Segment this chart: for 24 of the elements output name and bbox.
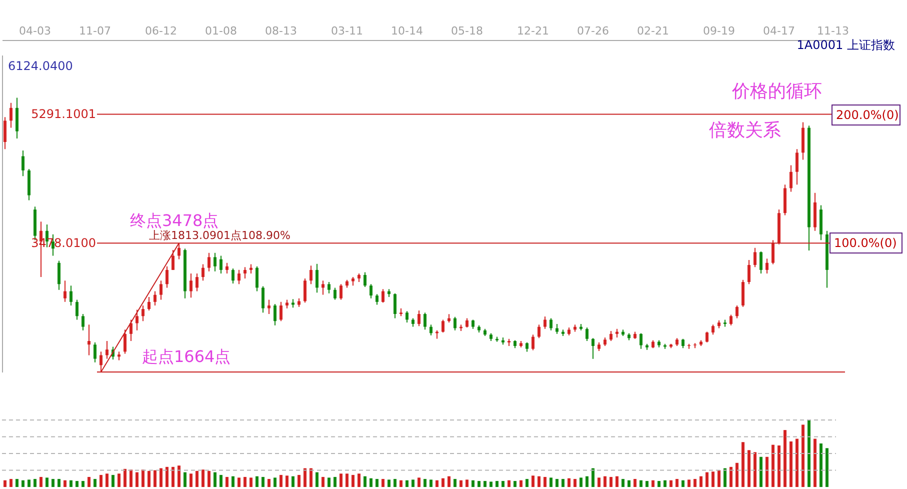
annotation: 6124.0400: [8, 59, 73, 73]
annotation: 价格的循环: [731, 81, 822, 102]
x-tick-label: 01-08: [205, 24, 237, 38]
x-tick-label: 03-11: [331, 24, 363, 38]
annotation: 100.0%(0): [834, 236, 897, 250]
x-tick-label: 11-07: [79, 24, 111, 38]
chart-title: 1A0001 上证指数: [796, 38, 895, 52]
annotation: 起点1664点: [142, 347, 231, 366]
annotation: 200.0%(0): [836, 108, 899, 122]
x-tick-label: 11-13: [817, 24, 849, 38]
x-tick-label: 05-18: [451, 24, 483, 38]
x-tick-label: 06-12: [145, 24, 177, 38]
x-tick-label: 12-21: [517, 24, 549, 38]
x-tick-label: 10-14: [391, 24, 423, 38]
x-tick-label: 04-03: [19, 24, 51, 38]
x-tick-label: 09-19: [703, 24, 735, 38]
x-tick-label: 08-13: [265, 24, 297, 38]
x-tick-label: 04-17: [763, 24, 795, 38]
annotation: 终点3478点: [130, 211, 219, 230]
x-tick-label: 02-21: [637, 24, 669, 38]
annotation: 上涨1813.0901点108.90%: [149, 229, 290, 242]
annotation: 倍数关系: [709, 120, 781, 141]
x-tick-label: 07-26: [577, 24, 609, 38]
ref-line-label: 5291.1001: [31, 107, 96, 122]
